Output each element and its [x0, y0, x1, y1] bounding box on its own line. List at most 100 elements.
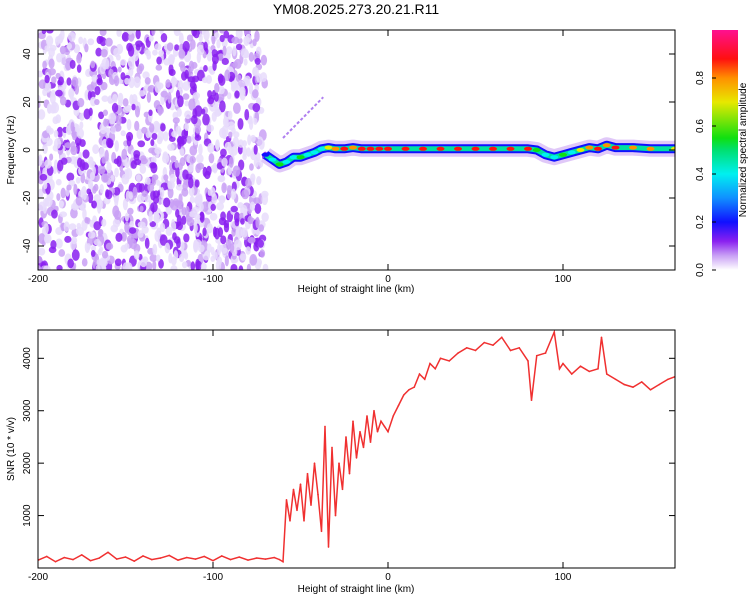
noise-blob [149, 123, 155, 133]
noise-blob [223, 30, 230, 39]
ridge-point [401, 146, 410, 151]
snr-point [667, 378, 669, 381]
noise-blob [175, 184, 184, 191]
noise-blob [43, 181, 48, 190]
noise-blob [91, 200, 97, 209]
noise-blob [56, 193, 61, 201]
noise-blob [252, 66, 259, 77]
noise-blob [247, 215, 253, 225]
noise-blob [210, 164, 219, 173]
ridge-point [375, 146, 384, 151]
noise-blob [66, 172, 75, 182]
noise-blob [231, 145, 238, 156]
noise-blob [243, 50, 250, 59]
snr-point [448, 360, 451, 362]
noise-blob [207, 96, 215, 105]
noise-blob [249, 163, 254, 171]
noise-blob [244, 75, 251, 85]
noise-blob [184, 123, 189, 132]
noise-blob [128, 66, 134, 77]
noise-blob [185, 205, 190, 218]
snr-point [142, 555, 144, 557]
noise-blob [131, 103, 136, 111]
snr-xtick-label: 100 [555, 572, 572, 583]
noise-blob [71, 249, 80, 261]
noise-blob [245, 177, 252, 189]
noise-blob [133, 158, 142, 166]
noise-blob [76, 222, 82, 229]
snr-point [397, 404, 400, 407]
noise-blob [79, 112, 85, 121]
noise-blob [194, 179, 200, 188]
noise-blob [156, 179, 161, 186]
noise-blob [69, 59, 76, 70]
snr-point [255, 557, 258, 559]
noise-blob [136, 128, 143, 140]
noise-blob [219, 100, 226, 113]
noise-blob [214, 92, 219, 102]
noise-blob [139, 205, 144, 212]
noise-blob [212, 60, 217, 72]
noise-blob [188, 185, 195, 197]
noise-blob [180, 241, 185, 251]
noise-blob [53, 129, 59, 138]
noise-blob [152, 49, 158, 56]
noise-blob [154, 147, 162, 155]
noise-blob [124, 157, 130, 169]
noise-blob [171, 221, 177, 232]
noise-blob [193, 223, 198, 233]
noise-blob [218, 175, 225, 182]
noise-blob [151, 174, 157, 186]
ridge-point [541, 152, 550, 157]
noise-blob [101, 250, 109, 259]
noise-blob [234, 90, 240, 99]
noise-blob [113, 186, 121, 196]
noise-blob [58, 249, 66, 257]
noise-blob [227, 121, 236, 131]
noise-blob [245, 33, 252, 43]
snr-panel: -200 -100 0 100 1000 2000 3000 4000 Height of s… [6, 329, 676, 595]
noise-blob [147, 86, 153, 93]
noise-blob [90, 249, 96, 258]
noise-blob [249, 253, 258, 266]
noise-blob [176, 107, 182, 117]
noise-blob [202, 113, 210, 126]
snr-point [45, 555, 48, 558]
noise-blob [94, 86, 101, 96]
noise-blob [205, 74, 213, 84]
noise-blob [116, 155, 122, 168]
snr-point [133, 560, 136, 562]
noise-blob [151, 30, 156, 36]
noise-blob [184, 110, 192, 119]
snr-point [408, 388, 410, 391]
noise-blob [224, 141, 232, 151]
noise-blob [121, 231, 127, 242]
snr-point [313, 462, 316, 464]
noise-blob [38, 101, 41, 109]
ridge-point [567, 150, 576, 155]
spectrogram-ytick-label: 20 [22, 96, 33, 108]
noise-blob [48, 68, 56, 76]
noise-blob [232, 102, 241, 114]
noise-blob [56, 126, 64, 138]
noise-blob [74, 84, 80, 95]
noise-blob [60, 187, 66, 199]
figure-title: YM08.2025.273.20.21.R11 [273, 1, 440, 17]
snr-xtick-label: 0 [385, 572, 391, 583]
snr-point [212, 559, 214, 562]
noise-blob [177, 80, 184, 91]
noise-blob [116, 30, 122, 37]
noise-blob [224, 255, 229, 267]
snr-point [553, 331, 556, 333]
noise-blob [82, 191, 87, 201]
noise-blob [51, 76, 57, 84]
noise-blob [203, 65, 208, 72]
noise-blob [63, 221, 70, 233]
noise-blob [100, 81, 108, 91]
noise-blob [160, 33, 168, 43]
noise-blob [112, 93, 118, 103]
noise-blob [212, 226, 217, 238]
snr-point [299, 483, 302, 485]
snr-point [658, 383, 661, 386]
noise-blob [192, 92, 201, 100]
